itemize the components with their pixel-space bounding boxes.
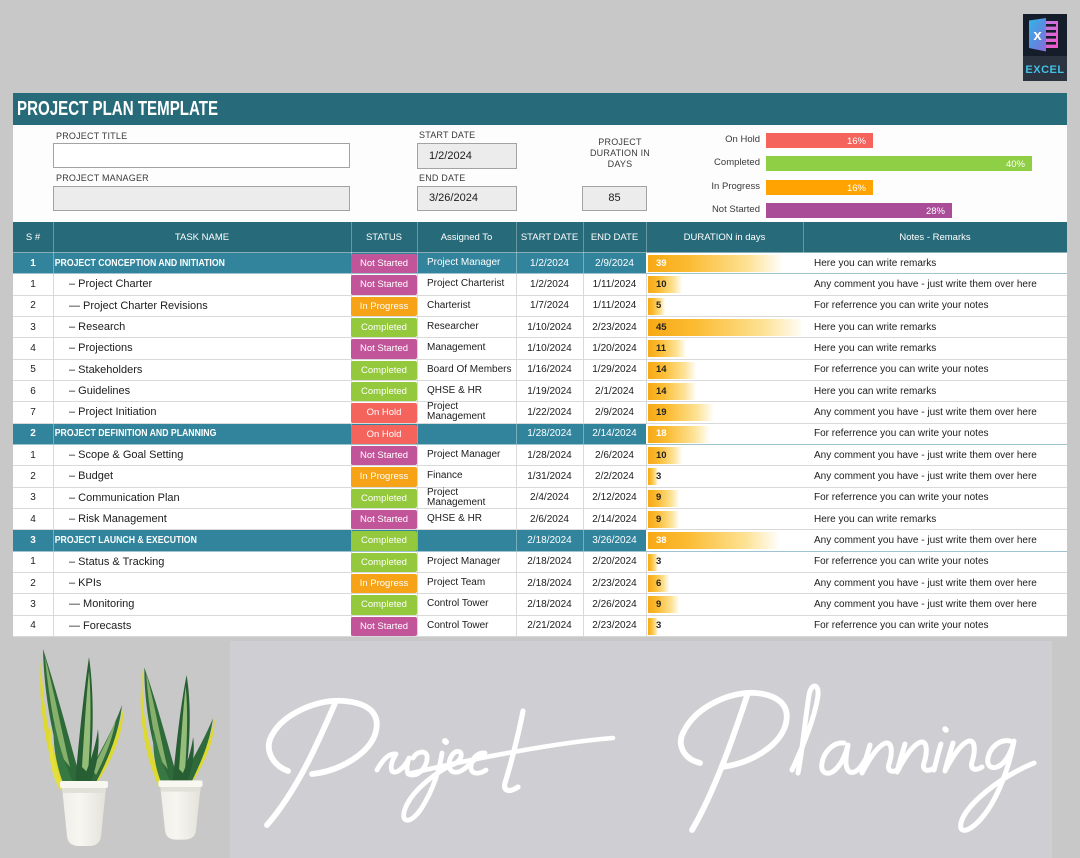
svg-text:EXCEL: EXCEL <box>1025 64 1064 76</box>
svg-text:x: x <box>1033 27 1042 44</box>
